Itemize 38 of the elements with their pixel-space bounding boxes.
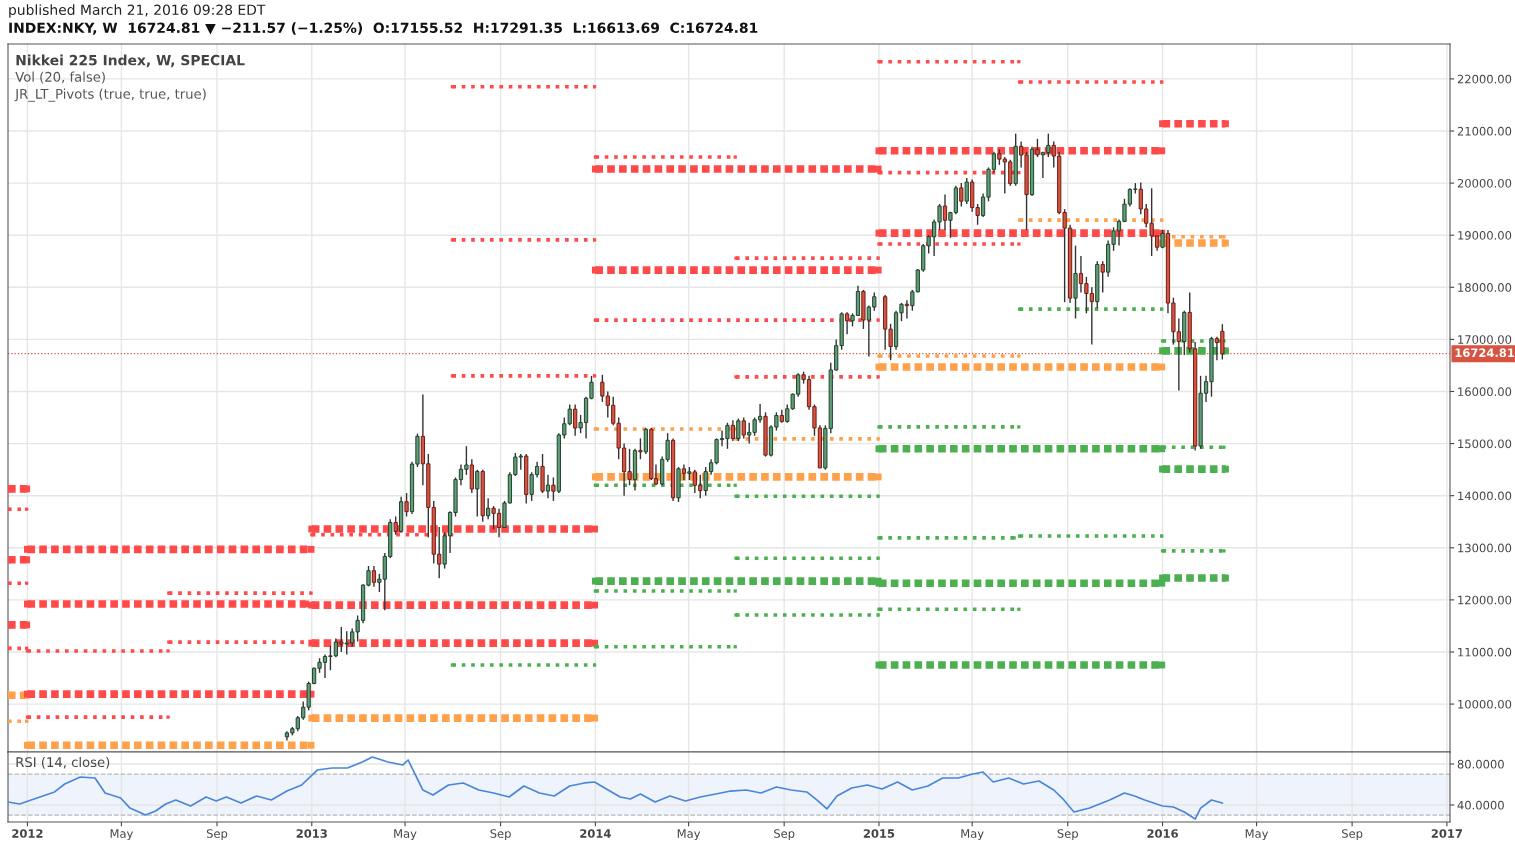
- chart-title: RSI (14, close): [16, 756, 110, 769]
- annotation: JR_LT_Pivots (true, true, true): [14, 88, 206, 102]
- x-tick-label: 2015: [863, 829, 895, 838]
- x-tick-label: Sep: [206, 829, 228, 841]
- x-tick-label: May: [394, 829, 417, 841]
- x-tick-label: Sep: [490, 829, 511, 841]
- x-tick-label: Sep: [1342, 829, 1363, 841]
- y-tick-label: 18000.00: [1458, 283, 1512, 292]
- y-tick-label: 19000.00: [1458, 231, 1512, 240]
- y-tick-label: 80.0000: [1457, 759, 1504, 769]
- y-tick-label: 14000.00: [1458, 491, 1512, 501]
- y-tick-label: 22000.00: [1457, 74, 1512, 84]
- y-tick-label: 40.0000: [1457, 800, 1504, 810]
- x-tick-label: 2017: [1431, 829, 1463, 838]
- y-tick-label: 13000.00: [1458, 543, 1512, 553]
- text: published March 21, 2016 09:28 EDT: [9, 4, 266, 18]
- text: Nikkei 225 Index, W, SPECIAL: [16, 54, 245, 68]
- x-tick-label: Sep: [1057, 829, 1078, 841]
- y-tick-label: 12000.00: [1458, 595, 1512, 605]
- y-tick-label: 15000.00: [1458, 439, 1512, 449]
- x-tick-label: May: [677, 829, 701, 841]
- ref-line-label: 16724.81: [1455, 348, 1515, 358]
- annotation: Vol (20, false): [15, 71, 105, 84]
- y-tick-label: 10000.00: [1458, 699, 1512, 709]
- x-tick-label: 2012: [12, 829, 43, 838]
- x-tick-label: 2013: [296, 829, 327, 838]
- x-tick-label: Sep: [774, 829, 795, 841]
- chart-subtitle: INDEX:NKY, W 16724.81 ▼ −211.57 (−1.25%) O:17155.52 H:17291.35 L:16613.69 C:16724.81: [9, 22, 758, 35]
- x-tick-label: May: [110, 829, 134, 841]
- x-tick-label: 2014: [580, 829, 611, 838]
- y-tick-label: 17000.00: [1458, 335, 1512, 344]
- y-tick-label: 20000.00: [1457, 178, 1512, 188]
- y-tick-label: 21000.00: [1457, 126, 1512, 136]
- x-tick-label: 2016: [1147, 829, 1178, 838]
- y-tick-label: 11000.00: [1458, 647, 1512, 657]
- x-tick-label: May: [961, 829, 984, 841]
- x-tick-label: May: [1245, 829, 1269, 841]
- y-tick-label: 16000.00: [1458, 387, 1512, 397]
